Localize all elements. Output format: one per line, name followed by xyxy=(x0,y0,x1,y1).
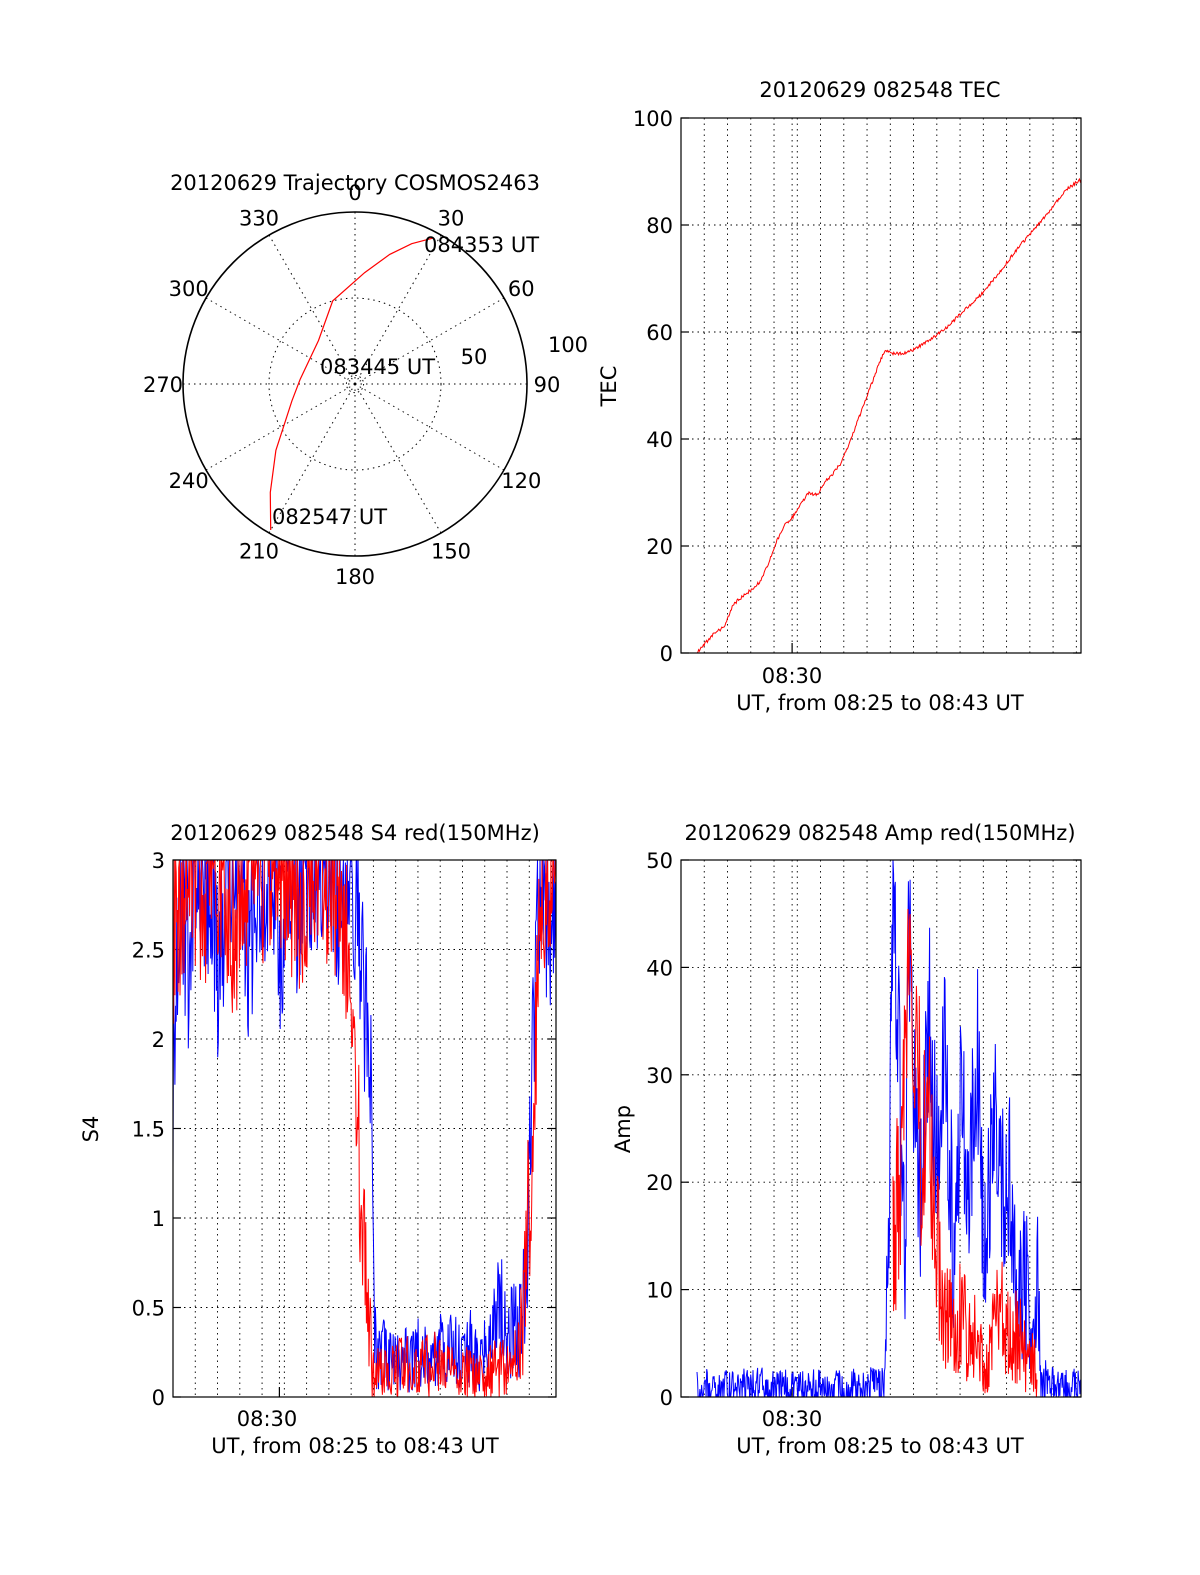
polar-angle-label-30: 30 xyxy=(438,207,465,231)
trajectory-polar-plot: 20120629 Trajectory COSMOS2463 0 30 60 90 12… xyxy=(143,171,588,589)
trajectory-end-time-label: 084353 UT xyxy=(424,233,539,257)
tec-plot-frame xyxy=(680,117,1082,654)
s4-ytick-label-1: 0.5 xyxy=(132,1297,165,1321)
tec-line-chart: 20120629 082548 TEC 0 20 40 60 80 100 08:30 U… xyxy=(597,78,1082,715)
polar-angle-label-180: 180 xyxy=(335,565,375,589)
s4-title: 20120629 082548 S4 red(150MHz) xyxy=(170,821,540,845)
s4-x-axis-label: UT, from 08:25 to 08:43 UT xyxy=(211,1434,499,1458)
s4-ytick-label-3: 1.5 xyxy=(132,1118,165,1142)
polar-angle-label-90: 90 xyxy=(534,373,561,397)
amp-y-axis-label: Amp xyxy=(611,1105,635,1153)
polar-angle-label-0: 0 xyxy=(348,181,361,205)
polar-angle-label-60: 60 xyxy=(508,277,535,301)
tec-x-tick-label: 08:30 xyxy=(762,664,823,688)
polar-angle-label-120: 120 xyxy=(501,469,541,493)
tec-y-axis-label: TEC xyxy=(597,366,621,408)
polar-ring-label-50: 50 xyxy=(461,345,488,369)
tec-title: 20120629 082548 TEC xyxy=(759,78,1000,102)
polar-grid xyxy=(182,211,528,557)
tec-series-red xyxy=(696,177,1081,653)
polar-angle-label-150: 150 xyxy=(431,539,471,563)
s4-y-axis-label: S4 xyxy=(79,1116,103,1143)
amp-ytick-label-5: 50 xyxy=(646,849,673,873)
polar-center-ring xyxy=(345,374,365,394)
polar-spoke-240 xyxy=(205,383,356,471)
polar-spoke-330 xyxy=(268,234,356,385)
polar-spoke-120 xyxy=(354,383,505,471)
s4-line-chart: 20120629 082548 S4 red(150MHz) 0 0.5 1 1.5 2… xyxy=(79,821,557,1458)
tec-y-tick-labels: 0 20 40 60 80 100 xyxy=(633,107,1081,666)
s4-series-red xyxy=(173,860,556,1397)
polar-spoke-300 xyxy=(205,297,356,385)
polar-angle-label-270: 270 xyxy=(143,373,183,397)
tec-ytick-label-0: 0 xyxy=(660,642,673,666)
polar-spoke-30 xyxy=(354,234,442,385)
amp-plot-frame xyxy=(680,859,1082,1398)
amp-title: 20120629 082548 Amp red(150MHz) xyxy=(684,821,1075,845)
amp-ytick-label-0: 0 xyxy=(660,1386,673,1410)
tec-grid xyxy=(681,118,1081,653)
s4-ytick-label-4: 2 xyxy=(152,1028,165,1052)
tec-ytick-label-4: 80 xyxy=(646,214,673,238)
amp-x-tick-label: 08:30 xyxy=(762,1407,823,1431)
polar-spoke-150 xyxy=(354,383,442,534)
amp-ytick-label-3: 30 xyxy=(646,1064,673,1088)
trajectory-mid-time-label: 083445 UT xyxy=(320,355,435,379)
s4-y-tick-labels: 0 0.5 1 1.5 2 2.5 3 xyxy=(132,849,556,1410)
polar-angle-labels: 0 30 60 90 120 150 180 210 240 270 300 330 xyxy=(143,181,560,589)
amp-series-blue xyxy=(696,860,1081,1397)
s4-x-tick-label: 08:30 xyxy=(237,1407,298,1431)
s4-plot-frame xyxy=(172,859,557,1398)
s4-ytick-label-5: 2.5 xyxy=(132,939,165,963)
amp-ytick-label-2: 20 xyxy=(646,1171,673,1195)
trajectory-track-line xyxy=(269,237,433,531)
tec-ytick-label-3: 60 xyxy=(646,321,673,345)
s4-series-group xyxy=(173,860,556,1397)
amp-series-red xyxy=(892,908,1038,1397)
amp-x-axis-label: UT, from 08:25 to 08:43 UT xyxy=(736,1434,1024,1458)
polar-spoke-60 xyxy=(354,297,505,385)
polar-ring-label-100: 100 xyxy=(548,333,588,357)
trajectory-title: 20120629 Trajectory COSMOS2463 xyxy=(170,171,540,195)
polar-ring-50 xyxy=(268,297,442,471)
amp-ytick-label-1: 10 xyxy=(646,1279,673,1303)
tec-x-axis-label: UT, from 08:25 to 08:43 UT xyxy=(736,691,1024,715)
amp-series-group xyxy=(696,860,1081,1397)
trajectory-start-time-label: 082547 UT xyxy=(272,505,387,529)
amp-grid xyxy=(681,860,1081,1397)
polar-angle-label-210: 210 xyxy=(239,539,279,563)
polar-angle-label-240: 240 xyxy=(169,469,209,493)
polar-spoke-210 xyxy=(268,383,356,534)
polar-angle-label-300: 300 xyxy=(169,277,209,301)
s4-ytick-label-2: 1 xyxy=(152,1207,165,1231)
amp-line-chart: 20120629 082548 Amp red(150MHz) 0 10 20 30 4… xyxy=(611,821,1082,1458)
tec-ytick-label-2: 40 xyxy=(646,428,673,452)
tec-series-group xyxy=(696,177,1081,653)
s4-ytick-label-6: 3 xyxy=(152,849,165,873)
amp-ytick-label-4: 40 xyxy=(646,956,673,980)
tec-ytick-label-1: 20 xyxy=(646,535,673,559)
tec-ytick-label-5: 100 xyxy=(633,107,673,131)
s4-ytick-label-0: 0 xyxy=(152,1386,165,1410)
polar-angle-label-330: 330 xyxy=(239,207,279,231)
